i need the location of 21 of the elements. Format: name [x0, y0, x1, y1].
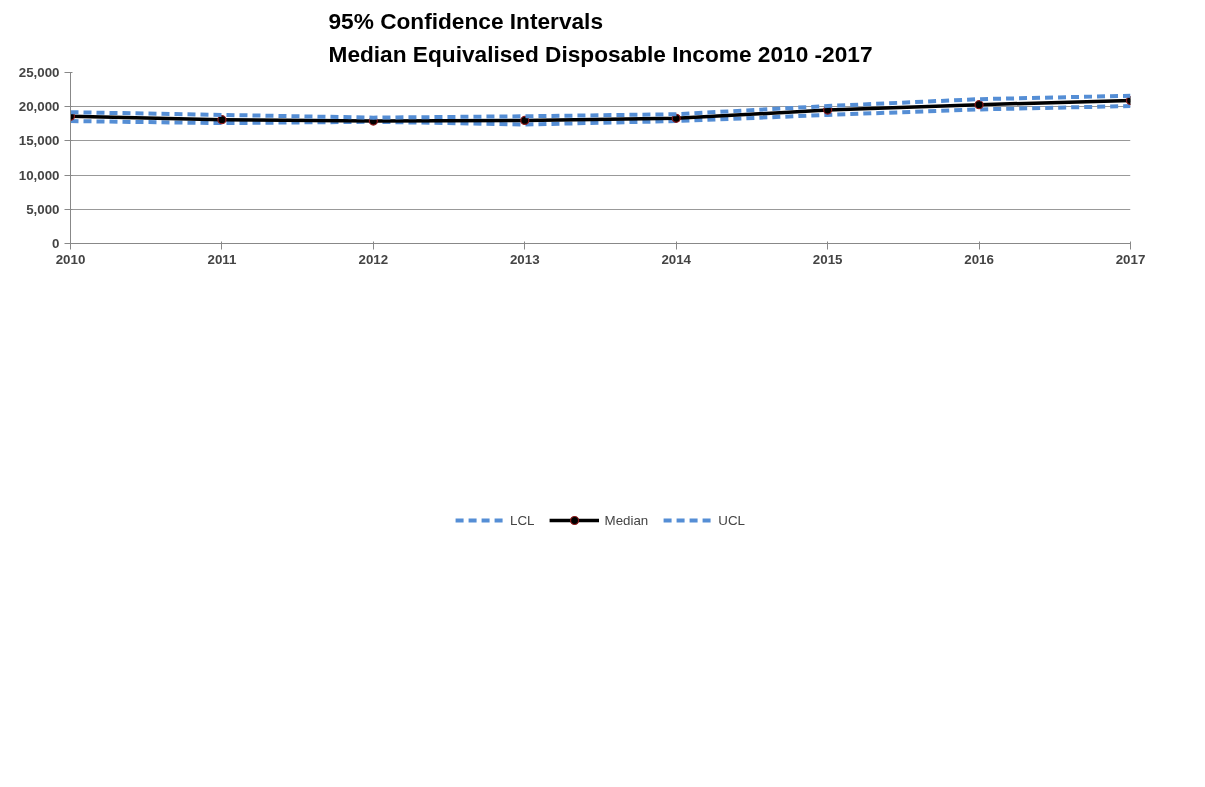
x-tick-label: 2011 [207, 251, 237, 267]
point [974, 100, 984, 110]
x-tick-label: 2013 [509, 251, 540, 267]
y-tick-label: 10,000 [18, 167, 60, 183]
x-tick-label: 2012 [358, 251, 389, 267]
chart-title: 95% Confidence Intervals Median Equivalised Disposable Income 2010 -2017 [328, 7, 873, 68]
legend-label: UCL [718, 512, 745, 528]
y-tick-label: 25,000 [18, 65, 60, 80]
x-tick-label: 2014 [661, 251, 692, 267]
y-tick-label: 0 [52, 236, 60, 251]
y-tick-label: 15,000 [18, 133, 60, 149]
x-tick-label: 2016 [964, 251, 994, 267]
x-tick-label: 2015 [812, 251, 844, 267]
y-tick-label: 20,000 [18, 99, 60, 115]
legend-label: LCL [510, 512, 535, 528]
x-tick-label: 2017 [1115, 251, 1146, 267]
point [217, 115, 227, 125]
legend-label: Median [604, 512, 649, 528]
point [520, 115, 530, 125]
x-tick-label: 2010 [55, 251, 86, 267]
y-tick-label: 5,000 [26, 201, 60, 217]
